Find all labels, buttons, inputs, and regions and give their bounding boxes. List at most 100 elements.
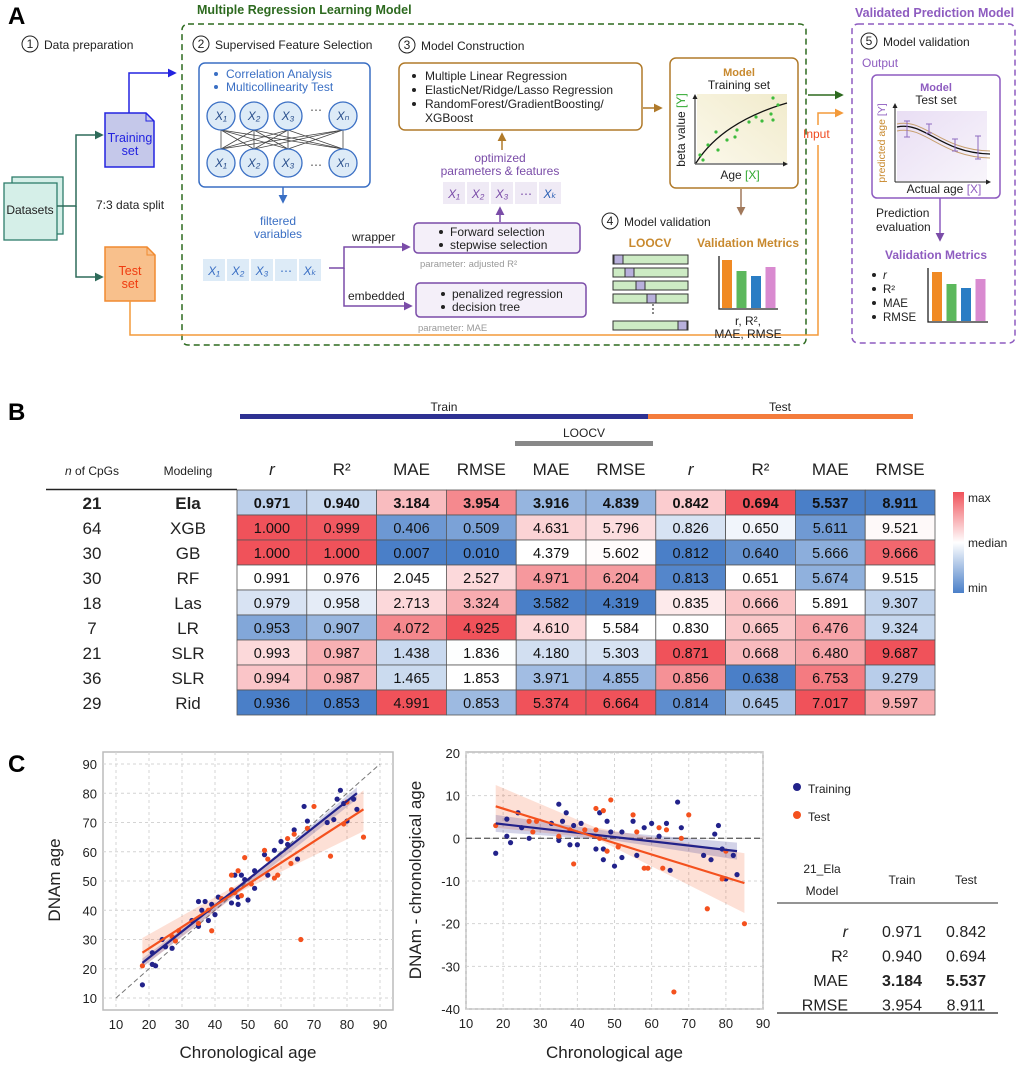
y-tick-label: -30 xyxy=(441,959,460,974)
y-tick-label: 70 xyxy=(83,816,97,831)
heatmap-cell xyxy=(655,639,726,666)
row-n-cpgs: 21 xyxy=(83,494,102,513)
bullet-icon xyxy=(439,230,443,234)
heatmap-cell xyxy=(515,539,587,566)
feature-node-label: X₁ xyxy=(214,156,227,170)
loocv-folds xyxy=(612,254,689,331)
feature-node xyxy=(206,101,236,131)
x-tick-label: 60 xyxy=(644,1016,658,1031)
summary-metric: r xyxy=(843,924,849,941)
bullet-icon xyxy=(214,85,218,89)
data-dot xyxy=(760,119,764,123)
cell-value: 9.324 xyxy=(882,621,918,637)
heatmap-cell xyxy=(795,589,866,616)
legend-test-label: Test xyxy=(808,810,831,824)
feature-node-label: Xₙ xyxy=(336,109,350,123)
data-point xyxy=(656,825,662,831)
xlabel-var: [X] xyxy=(745,168,760,182)
cell-value: 1.438 xyxy=(393,646,429,662)
cell-value: 0.976 xyxy=(324,571,360,587)
ci-curve-lower xyxy=(896,129,991,159)
y-tick-label: -10 xyxy=(441,874,460,889)
summary-rows: r 0.971 0.842 R² 0.940 0.694 MAE 3.184 5.537 RMSE… xyxy=(802,924,986,1015)
y-tick-label: 10 xyxy=(446,789,460,804)
heatmap-cell xyxy=(306,689,377,716)
cell-value: 3.916 xyxy=(533,496,569,512)
xlabel-text: Age xyxy=(720,168,745,182)
data-point xyxy=(304,825,310,831)
data-point xyxy=(530,829,536,835)
x-tick-label: 70 xyxy=(682,1016,696,1031)
heatmap-cell xyxy=(655,539,726,566)
data-point xyxy=(667,867,673,873)
column-header: MAE xyxy=(393,460,430,479)
fs-item: Correlation Analysis xyxy=(226,67,332,81)
x-tick-label: 40 xyxy=(570,1016,584,1031)
metric-item: MAE xyxy=(883,298,908,310)
data-point xyxy=(298,936,304,943)
column-header: R² xyxy=(752,460,770,479)
summary-test-value: 5.537 xyxy=(946,973,986,990)
step5-label: Model validation xyxy=(883,35,970,49)
cell-value: 6.476 xyxy=(812,621,848,637)
data-dot xyxy=(725,138,729,142)
summary-test-value: 0.842 xyxy=(946,924,986,941)
variable-cell xyxy=(227,259,249,281)
x-tick-label: 20 xyxy=(142,1017,156,1032)
data-point xyxy=(354,806,360,812)
cell-value: 6.753 xyxy=(812,671,848,687)
heatmap-cell xyxy=(306,639,377,666)
data-point xyxy=(261,852,268,858)
prediction-curve xyxy=(896,125,991,155)
ellipsis-dot xyxy=(652,308,654,310)
bullet-icon xyxy=(872,273,876,277)
y-tick-label: 40 xyxy=(83,903,97,918)
input-arrow xyxy=(817,108,844,125)
cell-value: 5.796 xyxy=(603,521,639,537)
ylabel-var: [Y] xyxy=(674,93,688,108)
data-point xyxy=(195,898,202,905)
data-point xyxy=(559,818,566,824)
ylabel-text: predicted age xyxy=(876,116,888,183)
cell-value: 5.374 xyxy=(533,696,569,712)
variable-cell xyxy=(251,259,273,281)
row-n-cpgs: 21 xyxy=(83,644,102,663)
data-point xyxy=(656,833,662,839)
fold-bar xyxy=(612,320,689,331)
network-edge xyxy=(220,129,289,150)
cell-value: 1.000 xyxy=(254,546,290,562)
cell-value: 5.537 xyxy=(812,496,848,512)
metric-bar xyxy=(975,279,986,321)
data-dot xyxy=(771,118,775,122)
ylabel-text: beta value xyxy=(674,108,688,167)
cell-value: 0.971 xyxy=(254,496,290,512)
legend-training-label: Training xyxy=(808,782,851,796)
cell-value: 0.871 xyxy=(673,646,709,662)
loocv-group-bar xyxy=(515,441,653,446)
data-dot xyxy=(701,158,705,162)
cell-value: 0.999 xyxy=(324,521,360,537)
heatmap-cell xyxy=(445,664,517,691)
y-tick-label: 80 xyxy=(83,786,97,801)
doc-fold xyxy=(146,247,155,256)
data-point xyxy=(504,833,510,839)
doc-fold xyxy=(145,113,154,122)
variable-label: X₁ xyxy=(207,264,220,278)
data-point xyxy=(526,835,532,841)
cell-value: 0.668 xyxy=(742,646,778,662)
test-group-bar xyxy=(648,414,913,419)
summary-metric: MAE xyxy=(813,973,848,990)
x-tick-label: 90 xyxy=(373,1017,387,1032)
metric-bar xyxy=(751,276,761,308)
identity-line xyxy=(115,763,381,999)
heatmap-cell xyxy=(585,564,657,591)
wrapper-arrow xyxy=(329,242,411,269)
vpm-box xyxy=(851,23,1016,344)
data-point xyxy=(507,840,514,846)
group-loocv-label: LOOCV xyxy=(563,426,605,440)
cell-value: 4.971 xyxy=(533,571,569,587)
cell-value: 4.180 xyxy=(533,646,569,662)
data-point xyxy=(139,963,145,969)
variable-cell xyxy=(467,182,489,204)
heatmap-cell xyxy=(236,639,308,666)
